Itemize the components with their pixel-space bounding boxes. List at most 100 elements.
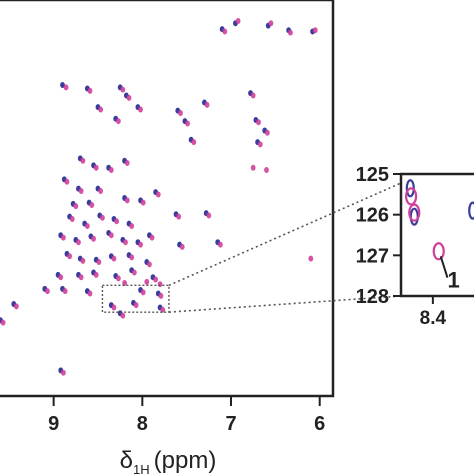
inset-y-tick-label: 128 — [356, 286, 389, 308]
peak-series-b — [93, 271, 99, 278]
peak-series-b — [206, 212, 212, 219]
peak-series-b — [133, 302, 139, 309]
peak-series-b — [13, 303, 19, 310]
main-x-axis-ticks: 9 8 7 6 — [48, 396, 325, 435]
inset-peak-series-b — [432, 242, 445, 261]
peak-series-b — [160, 306, 166, 313]
peak-series-b — [91, 235, 96, 242]
peak-series-b — [80, 157, 86, 164]
peak-series-b — [76, 239, 81, 246]
inset-peak-series-b — [404, 187, 418, 206]
x-tick-label: 7 — [225, 413, 236, 435]
peak-series-a — [60, 82, 65, 89]
peak-series-b — [149, 234, 155, 241]
peak-series-b — [257, 141, 263, 148]
peak-series-b — [131, 269, 137, 276]
peak-series-b — [111, 304, 117, 311]
peak-series-b — [64, 178, 70, 185]
peak-series-b — [78, 274, 84, 281]
peak-series-b — [144, 278, 150, 285]
inset-peak-series-a — [409, 207, 419, 226]
peak-series-b — [250, 164, 256, 171]
peak-series-b — [114, 218, 120, 225]
zoom-connector-top — [168, 182, 402, 287]
peak-series-b — [87, 290, 93, 297]
peak-series-b — [123, 239, 128, 246]
annotation-leader-line — [439, 255, 449, 278]
x-tick-label: 6 — [314, 413, 325, 435]
peak-series-b — [111, 255, 117, 262]
peak-series-b — [120, 312, 126, 319]
peak-series-b — [62, 288, 68, 295]
inset-annotations: 1 — [439, 255, 460, 293]
main-plot-frame — [0, 0, 335, 398]
peak-series-b — [178, 109, 183, 116]
peak-series-b — [115, 118, 121, 125]
inset-zoom-plot: 125 126 127 128 8.4 1 — [356, 164, 474, 329]
peak-series-b — [96, 259, 102, 266]
peak-series-b — [129, 222, 135, 229]
inset-y-tick-label: 127 — [356, 245, 389, 267]
peak-series-b — [89, 201, 95, 208]
peak-series-b — [176, 213, 182, 220]
peak-series-b — [235, 17, 241, 24]
zoom-connector-bottom — [168, 295, 402, 313]
peak-series-b — [67, 253, 73, 260]
inset-plot-frame — [399, 172, 474, 298]
peak-series-b — [147, 261, 152, 268]
x-tick-label: 8 — [137, 413, 148, 435]
inset-peak-series-b — [408, 203, 421, 222]
peak-series-b — [98, 188, 104, 195]
peak-series-b — [288, 29, 293, 36]
peak-series-b — [157, 281, 163, 288]
x-axis-subscript: 1H — [133, 462, 150, 474]
peak-series-b — [179, 243, 185, 250]
peak-series-b — [138, 241, 143, 248]
inset-y-axis-ticks: 125 126 127 128 — [356, 164, 401, 308]
inset-x-tick-label: 8.4 — [420, 308, 447, 329]
peak-series-b — [204, 101, 210, 108]
peak-series-b — [93, 164, 99, 171]
peak-series-b — [158, 292, 164, 299]
peak-series-b — [61, 234, 66, 241]
peak-series-b — [138, 106, 143, 113]
peak-series-b — [256, 119, 261, 126]
peak-series-b — [115, 275, 121, 282]
peak-series-b — [308, 255, 314, 262]
peak-series-b — [264, 129, 270, 136]
x-axis-delta: δ — [120, 447, 133, 474]
peak-series-b — [100, 214, 105, 221]
inset-y-tick-label: 126 — [356, 205, 389, 227]
peak-series-b — [108, 167, 114, 174]
x-tick-label: 9 — [48, 413, 59, 435]
peak-series-b — [45, 288, 50, 295]
peak-series-b — [0, 319, 6, 326]
peak-series-b — [98, 106, 104, 113]
peak-series-b — [191, 139, 197, 146]
peak-series-b — [140, 289, 146, 296]
peak-series-b — [69, 215, 75, 222]
inset-peaks — [404, 179, 474, 261]
peak-series-b — [129, 254, 135, 261]
peak-series-b — [80, 257, 86, 264]
peak-series-b — [58, 274, 64, 281]
peak-series-b — [108, 232, 114, 239]
inset-x-axis-ticks: 8.4 — [420, 296, 447, 329]
peak-series-b — [84, 222, 90, 229]
peak-series-b — [78, 188, 84, 195]
peak-series-b — [217, 241, 223, 248]
peak-series-b — [63, 84, 69, 91]
main-x-axis-title: δ1H (ppm) — [120, 447, 217, 474]
peak-series-b — [73, 203, 79, 210]
peak-series-b — [268, 20, 274, 27]
peak-annotation-label: 1 — [447, 268, 459, 293]
peak-series-b — [250, 92, 256, 99]
main-spectrum-plot: 9 8 7 6 δ1H (ppm) — [0, 0, 335, 474]
main-series-b — [0, 17, 318, 376]
peak-series-b — [122, 280, 127, 287]
peak-series-b — [61, 369, 66, 376]
peak-series-b — [126, 94, 132, 101]
peak-series-b — [222, 28, 228, 35]
peak-series-b — [264, 167, 269, 174]
